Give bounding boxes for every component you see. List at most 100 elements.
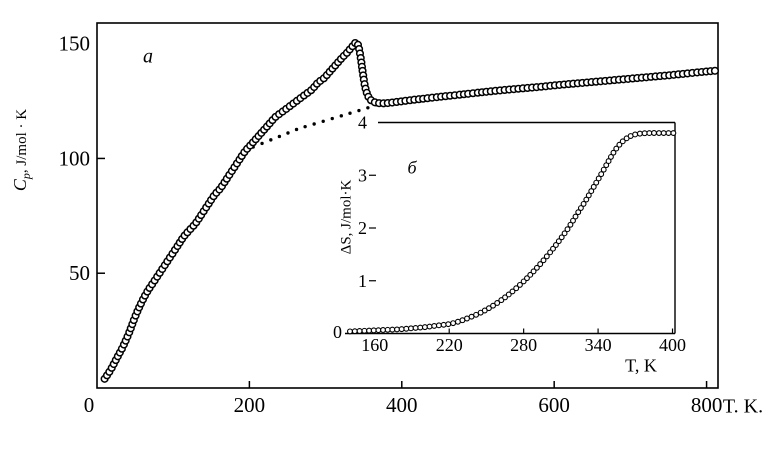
transition-entropy-point (555, 238, 562, 245)
main-x-tick-label: 600 (538, 393, 570, 417)
transition-entropy-point (605, 158, 612, 165)
transition-entropy-point (656, 130, 662, 136)
transition-entropy-point (543, 253, 550, 260)
transition-entropy-point (600, 166, 607, 173)
inset-y-tick-label: 3 (358, 165, 367, 185)
inset-x-tick-label: 280 (510, 335, 537, 355)
transition-entropy-point (435, 322, 442, 329)
transition-entropy-point (564, 226, 571, 233)
main-x-tick-label: 400 (386, 393, 418, 417)
transition-entropy-point (370, 327, 377, 334)
main-y-tick-label: 100 (59, 146, 91, 170)
cp-symbol: C (10, 179, 30, 192)
transition-entropy-point (607, 153, 614, 160)
transition-entropy-point (473, 311, 480, 318)
transition-entropy-point (450, 320, 457, 327)
inset-y-tick-label: 4 (358, 113, 367, 133)
inset-x-tick-label: 340 (585, 335, 612, 355)
transition-entropy-point (380, 327, 386, 333)
transition-entropy-point (547, 249, 554, 256)
transition-entropy-point (598, 171, 605, 178)
transition-entropy-point (575, 209, 582, 216)
transition-entropy-point (660, 130, 667, 137)
transition-entropy-point (398, 326, 405, 333)
transition-entropy-point (567, 221, 574, 228)
transition-entropy-point (516, 281, 523, 288)
transition-entropy-point (490, 302, 496, 309)
transition-entropy-point (537, 261, 544, 268)
lattice-baseline-dot (321, 119, 325, 123)
lattice-baseline-dot (277, 134, 282, 139)
lattice-baseline-dot (330, 116, 334, 121)
inset-x-tick-label: 400 (659, 335, 686, 355)
main-x-tick-label: 800 (691, 393, 723, 417)
panel-label-a: a (143, 45, 153, 68)
transition-entropy-point (361, 327, 368, 334)
panel-label-b: б (407, 157, 417, 178)
transition-entropy-point (384, 326, 391, 333)
transition-entropy-point (445, 321, 452, 328)
transition-entropy-point (431, 322, 438, 329)
transition-entropy-point (530, 268, 537, 275)
main-x-tick-label: 0 (84, 393, 95, 417)
transition-entropy-point (583, 196, 590, 203)
transition-entropy-point (412, 324, 419, 331)
transition-entropy-point (580, 200, 587, 207)
heat-capacity-point (710, 66, 719, 75)
lattice-baseline-dot (269, 138, 273, 142)
transition-entropy-point (610, 149, 617, 156)
lattice-baseline-dot (260, 141, 264, 146)
transition-entropy-point (502, 294, 508, 301)
transition-entropy-point (440, 321, 447, 328)
transition-entropy-point (558, 234, 565, 241)
transition-entropy-point (552, 242, 559, 248)
transition-entropy-point (356, 328, 363, 334)
transition-entropy-point (665, 130, 672, 137)
lattice-baseline-dot (312, 122, 316, 126)
transition-entropy-point (550, 245, 556, 252)
transition-entropy-point (403, 325, 410, 332)
transition-entropy-point (646, 130, 653, 137)
lattice-baseline-dot (348, 111, 352, 115)
transition-entropy-point (485, 305, 492, 312)
lattice-baseline-dot (303, 124, 307, 129)
main-y-axis-label: Cp, J/mol · K (10, 109, 34, 191)
lattice-baseline-dot (366, 106, 370, 110)
transition-entropy-point (540, 257, 547, 264)
transition-entropy-point (588, 188, 595, 195)
transition-entropy-point (375, 327, 382, 334)
inset-y-tick-label: 1 (358, 271, 367, 291)
main-plot-frame (96, 22, 719, 389)
transition-entropy-point (593, 179, 600, 186)
main-y-tick-label: 150 (59, 32, 91, 56)
transition-entropy-point (613, 145, 620, 152)
lattice-baseline-dot (339, 114, 344, 118)
transition-entropy-point (389, 326, 396, 333)
lattice-baseline-dot (357, 108, 361, 113)
transition-entropy-point (585, 192, 592, 199)
transition-entropy-point (347, 328, 353, 335)
transition-entropy-point (505, 291, 512, 298)
inset-x-tick-label: 160 (361, 335, 388, 355)
transition-entropy-point (426, 323, 433, 330)
transition-entropy-point (636, 130, 643, 137)
cp-units: , J/mol · K (14, 108, 30, 174)
transition-entropy-point (570, 217, 576, 224)
transition-entropy-point (616, 141, 623, 148)
transition-entropy-point (408, 325, 414, 332)
transition-entropy-point (527, 271, 534, 278)
transition-entropy-point (366, 327, 373, 334)
main-y-tick-label: 50 (69, 261, 90, 285)
transition-entropy-point (509, 288, 516, 295)
transition-entropy-point (513, 285, 520, 292)
transition-entropy-point (494, 300, 501, 306)
lattice-baseline-dot (294, 127, 299, 132)
main-x-tick-label: 200 (234, 393, 266, 417)
transition-entropy-point (572, 213, 579, 220)
inset-y-axis-label: ΔS, J/mol·K (338, 179, 355, 255)
main-x-axis-label: T. K. (722, 395, 764, 418)
transition-entropy-point (619, 138, 626, 145)
transition-entropy-point (394, 326, 400, 333)
